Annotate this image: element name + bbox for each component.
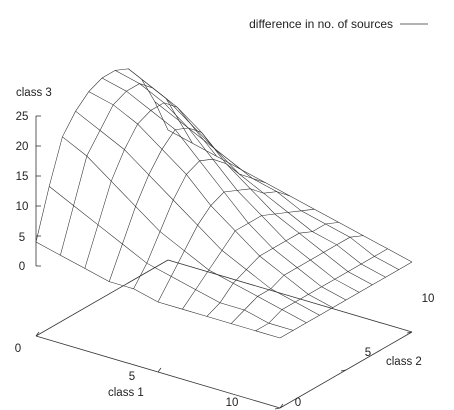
tick-labels: 0 5 10 15 20 25 0 5 10 0 5 10 (15, 111, 435, 409)
x-tick-mark-0 (35, 331, 40, 337)
mesh-line-class1-5 (157, 188, 291, 303)
mesh-line-class2-1 (49, 186, 294, 331)
z-axis-label: class 3 (16, 87, 52, 99)
mesh-line-class1-3 (108, 127, 242, 282)
mesh-line-class1-6 (182, 208, 315, 310)
mesh-line-class1-0 (35, 68, 169, 243)
x-tick-mark-10 (279, 403, 284, 409)
floor-edge-back (167, 259, 413, 333)
x-tick-0: 0 (15, 343, 21, 355)
mesh-line-class2-6 (115, 70, 360, 293)
y-tick-mark-10 (406, 331, 413, 334)
mesh-line-class1-7 (206, 222, 339, 317)
y-tick-10: 10 (422, 293, 435, 305)
mesh-line-class2-8 (141, 78, 386, 278)
x-tick-5: 5 (129, 371, 135, 383)
y-tick-0: 0 (295, 397, 301, 409)
x-tick-10: 10 (226, 397, 239, 409)
legend-label: difference in no. of sources (249, 17, 393, 31)
z-tick-5: 5 (19, 232, 25, 244)
y-axis-label: class 2 (386, 356, 422, 368)
mesh-line-class1-1 (60, 83, 193, 256)
mesh-line-class2-2 (62, 136, 307, 324)
mesh-line-class2-5 (101, 77, 347, 301)
mesh-line-class2-9 (154, 101, 399, 270)
x-axis-label: class 1 (108, 387, 144, 399)
y-tick-mark-5 (340, 369, 347, 372)
z-tick-0: 0 (19, 261, 25, 273)
mesh-line-class2-0 (35, 241, 281, 339)
mesh-line-class1-9 (255, 248, 388, 332)
mesh-line-class1-4 (133, 158, 266, 289)
y-tick-mark-0 (274, 407, 281, 410)
floor-edge-back-left (35, 259, 169, 337)
surface-mesh (35, 68, 413, 339)
z-tick-10: 10 (16, 201, 29, 213)
axes-group (35, 115, 413, 410)
y-tick-5: 5 (365, 347, 371, 359)
x-tick-mark-5 (157, 367, 162, 373)
z-tick-25: 25 (16, 111, 29, 123)
mesh-line-class1-8 (231, 235, 364, 324)
mesh-line-class1-10 (279, 261, 413, 339)
z-tick-15: 15 (16, 171, 29, 183)
z-tick-20: 20 (16, 141, 29, 153)
mesh-line-class1-2 (84, 102, 218, 269)
